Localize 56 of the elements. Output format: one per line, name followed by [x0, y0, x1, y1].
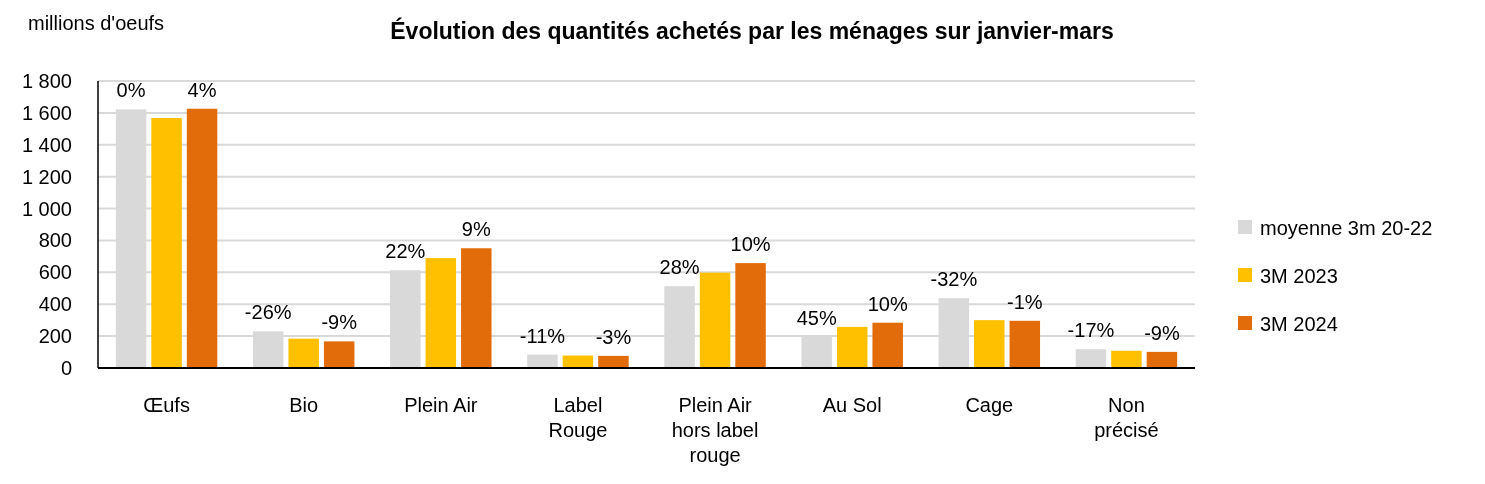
annotation: -9% [321, 311, 358, 334]
annotation: -9% [1144, 321, 1180, 344]
y-tick-label: 1 800 [21, 70, 72, 92]
bar [151, 117, 182, 368]
annotation: 4% [187, 78, 217, 101]
bar [461, 248, 492, 368]
x-tick-label: Non précisé [1094, 394, 1159, 441]
y-tick-label: 400 [38, 293, 72, 316]
x-tick-label: Bio [289, 394, 319, 416]
y-tick-label: 600 [38, 261, 72, 284]
bar [598, 355, 629, 368]
annotation: 22% [385, 240, 426, 263]
x-tick-label: Cage [965, 394, 1014, 416]
x-tick-label: Œufs [143, 394, 190, 416]
annotation: -3% [595, 325, 632, 348]
annotation: -32% [930, 268, 978, 291]
bar [1111, 350, 1142, 368]
y-tick-label: 1 200 [21, 165, 72, 188]
y-tick-label: 1 400 [21, 133, 72, 156]
legend-label: 3M 2023 [1260, 265, 1338, 287]
x-tick-label: Plein Air [404, 394, 478, 416]
annotation: 10% [730, 233, 771, 256]
bar [186, 108, 218, 368]
y-tick-label: 1 600 [21, 101, 72, 124]
annotation: -17% [1067, 319, 1115, 342]
annotation: 28% [659, 256, 700, 279]
legend-label: moyenne 3m 20-22 [1260, 217, 1433, 239]
y-tick-label: 0 [60, 357, 72, 379]
annotation: 9% [461, 218, 491, 241]
x-tick-label: Au Sol [822, 394, 882, 416]
y-tick-label: 1 000 [21, 197, 72, 220]
legend-label: 3M 2024 [1260, 313, 1338, 335]
annotation: -11% [519, 324, 566, 347]
annotation: 45% [796, 306, 837, 329]
bar [735, 263, 766, 368]
y-tick-label: 800 [38, 229, 72, 252]
annotation: -1% [1007, 290, 1043, 313]
x-tick-label: Label Rouge [548, 394, 608, 441]
chart-title: Évolution des quantités achetés par les ménages sur janvier-mars [390, 17, 1114, 44]
y-tick-label: 200 [38, 325, 72, 348]
annotation: 0% [116, 79, 146, 102]
bar [872, 322, 903, 368]
x-tick-label: Plein Air hors label rouge [671, 394, 759, 466]
bar [1146, 351, 1178, 368]
bar [836, 326, 868, 368]
bar [974, 320, 1005, 368]
bar [527, 354, 558, 368]
bar [288, 338, 319, 368]
y-axis-title: millions d'oeufs [28, 12, 165, 34]
annotation: 10% [867, 292, 908, 315]
bar [425, 258, 457, 368]
bar [323, 341, 355, 368]
annotation: -26% [244, 301, 292, 324]
bar [1075, 349, 1107, 368]
bar [699, 272, 731, 368]
bar [1009, 320, 1041, 368]
